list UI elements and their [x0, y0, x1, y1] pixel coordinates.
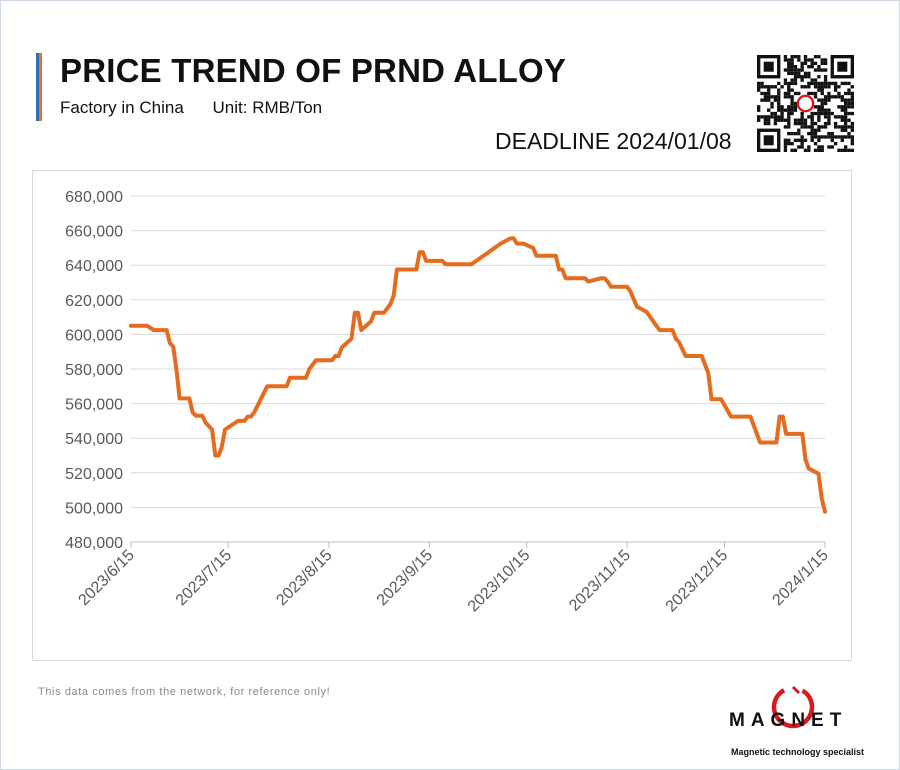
logo-ring-icon: [771, 685, 815, 729]
price-line-chart: 480,000 500,000 520,000 540,000 560,000 580,0…: [65, 189, 832, 616]
y-tick-label: 600,000: [65, 327, 123, 344]
x-tick-label: 2023/8/15: [273, 547, 335, 609]
price-series-line: [129, 236, 827, 514]
subtitle-unit: Unit: RMB/Ton: [212, 98, 323, 117]
y-tick-label: 620,000: [65, 293, 123, 310]
magnet-logo: MAGNET Magnetic technology specialist: [725, 683, 865, 763]
x-tick-label: 2023/9/15: [374, 547, 436, 609]
y-tick-label: 500,000: [65, 500, 123, 517]
y-tick-label: 540,000: [65, 431, 123, 448]
y-tick-label: 660,000: [65, 224, 123, 241]
qr-code-icon: [757, 55, 854, 152]
chart-title: PRICE TREND OF PRND ALLOY: [60, 52, 567, 89]
x-tick-label: 2023/10/15: [465, 547, 534, 616]
logo-wordmark: MAGNET: [729, 710, 848, 731]
logo-tagline: Magnetic technology specialist: [731, 747, 865, 757]
y-tick-label: 680,000: [65, 189, 123, 206]
x-tick-label: 2023/12/15: [663, 547, 732, 616]
chart-panel: 480,000 500,000 520,000 540,000 560,000 580,0…: [32, 170, 852, 661]
x-tick-label: 2024/1/15: [769, 547, 831, 609]
deadline-label: DEADLINE 2024/01/08: [495, 128, 732, 154]
x-tick-label: 2023/11/15: [566, 547, 634, 615]
chart-subtitle: Factory in China Unit: RMB/Ton: [60, 98, 322, 118]
subtitle-factory: Factory in China: [60, 98, 184, 117]
y-tick-label: 520,000: [65, 466, 123, 483]
x-tick-label: 2023/6/15: [75, 547, 137, 609]
y-tick-label: 640,000: [65, 258, 123, 275]
y-tick-label: 480,000: [65, 535, 123, 552]
disclaimer-note: This data comes from the network, for re…: [38, 686, 331, 698]
x-tick-label: 2023/7/15: [173, 547, 235, 609]
y-tick-label: 580,000: [65, 362, 123, 379]
title-accent-bar: [36, 53, 42, 121]
y-tick-label: 560,000: [65, 397, 123, 414]
